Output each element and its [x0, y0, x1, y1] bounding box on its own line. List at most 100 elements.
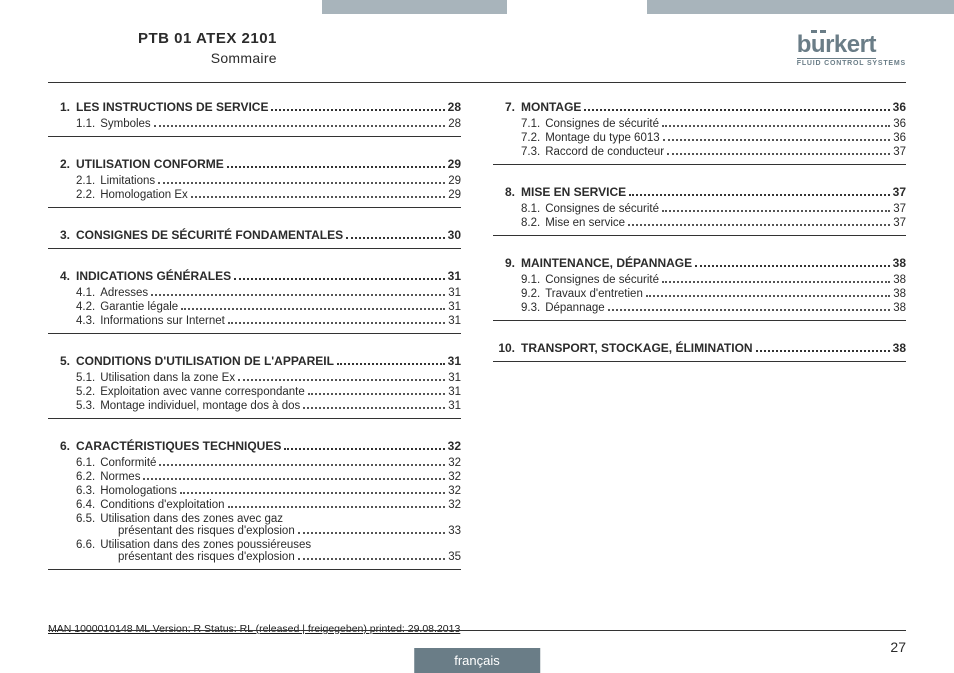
toc-leader-dots — [662, 125, 890, 127]
toc-leader-dots — [181, 308, 445, 310]
toc-subsection-page: 37 — [893, 146, 906, 158]
toc-section: 2.UTILISATION CONFORME292.1.Limitations2… — [48, 157, 461, 216]
toc-subsection: 6.2.Normes32 — [48, 471, 461, 483]
toc-subsection-page: 36 — [893, 118, 906, 130]
toc-subsection-number: 5.3. — [76, 400, 95, 412]
toc-subsection-continuation: présentant des risques d'explosion33 — [48, 525, 461, 537]
toc-subsection-page: 32 — [448, 499, 461, 511]
toc-subsection: 6.3.Homologations32 — [48, 485, 461, 497]
toc-leader-dots — [662, 210, 890, 212]
toc-content: 1.LES INSTRUCTIONS DE SERVICE281.1.Symbo… — [48, 100, 906, 613]
toc-subsection: 9.1.Consignes de sécurité38 — [493, 274, 906, 286]
toc-subsection-number: 7.1. — [521, 118, 540, 130]
toc-subsection-number: 8.2. — [521, 217, 540, 229]
toc-subsection-title: Consignes de sécurité — [545, 274, 659, 286]
toc-subsection-number: 7.2. — [521, 132, 540, 144]
toc-section-heading: 7.MONTAGE36 — [493, 100, 906, 114]
toc-subsection: 6.5.Utilisation dans des zones avec gaz — [48, 513, 461, 525]
toc-subsection-title: Exploitation avec vanne correspondante — [100, 386, 305, 398]
toc-subsection-number: 4.3. — [76, 315, 95, 327]
document-subtitle: Sommaire — [138, 50, 277, 66]
toc-section-title: TRANSPORT, STOCKAGE, ÉLIMINATION — [521, 341, 753, 355]
toc-leader-dots — [608, 309, 891, 311]
toc-section-divider — [493, 235, 906, 236]
toc-subsection-page: 38 — [893, 302, 906, 314]
toc-subsection-title: Mise en service — [545, 217, 625, 229]
toc-subsection-number: 6.6. — [76, 539, 95, 551]
toc-subsection-page: 31 — [448, 301, 461, 313]
toc-section: 8.MISE EN SERVICE378.1.Consignes de sécu… — [493, 185, 906, 244]
toc-subsection-page: 36 — [893, 132, 906, 144]
logo-text: burkert — [797, 33, 876, 59]
toc-subsection-number: 4.2. — [76, 301, 95, 313]
toc-leader-dots — [303, 407, 445, 409]
toc-leader-dots — [159, 464, 445, 466]
toc-subsection-continuation: présentant des risques d'explosion35 — [48, 551, 461, 563]
toc-subsection-number: 1.1. — [76, 118, 95, 130]
toc-leader-dots — [180, 492, 445, 494]
toc-leader-dots — [228, 322, 445, 324]
toc-subsection: 7.2. Montage du type 6013 36 — [493, 132, 906, 144]
toc-subsection: 9.3.Dépannage38 — [493, 302, 906, 314]
toc-subsection-title: Consignes de sécurité — [545, 118, 659, 130]
toc-section: 10.TRANSPORT, STOCKAGE, ÉLIMINATION38 — [493, 341, 906, 370]
toc-section-divider — [493, 320, 906, 321]
toc-subsection: 4.1.Adresses31 — [48, 287, 461, 299]
toc-section-heading: 10.TRANSPORT, STOCKAGE, ÉLIMINATION38 — [493, 341, 906, 355]
toc-subsection-page: 38 — [893, 274, 906, 286]
toc-leader-dots — [154, 125, 446, 127]
toc-column-right: 7.MONTAGE367.1.Consignes de sécurité367.… — [493, 100, 906, 613]
toc-subsection: 6.1.Conformité32 — [48, 457, 461, 469]
toc-section-page: 28 — [448, 100, 461, 114]
toc-subsection-title: Conformité — [100, 457, 156, 469]
top-decorative-bars — [0, 0, 954, 14]
toc-section-number: 5. — [48, 354, 70, 368]
header-divider — [48, 82, 906, 83]
toc-subsection-number: 5.2. — [76, 386, 95, 398]
toc-section-number: 9. — [493, 256, 515, 270]
toc-subsection-number: 2.2. — [76, 189, 95, 201]
toc-subsection-title: Adresses — [100, 287, 148, 299]
toc-section-divider — [48, 569, 461, 570]
toc-subsection: 8.1.Consignes de sécurité37 — [493, 203, 906, 215]
toc-section-number: 6. — [48, 439, 70, 453]
toc-subsection: 5.1.Utilisation dans la zone Ex31 — [48, 372, 461, 384]
toc-section-heading: 1.LES INSTRUCTIONS DE SERVICE28 — [48, 100, 461, 114]
toc-subsection-page: 32 — [448, 485, 461, 497]
toc-section-number: 3. — [48, 228, 70, 242]
toc-subsection-number: 9.3. — [521, 302, 540, 314]
toc-subsection-title: Montage du type 6013 — [545, 132, 659, 144]
toc-subsection: 8.2. Mise en service 37 — [493, 217, 906, 229]
toc-subsection-page: 28 — [448, 118, 461, 130]
toc-leader-dots — [158, 182, 445, 184]
toc-section-page: 32 — [448, 439, 461, 453]
toc-subsection: 6.4.Conditions d'exploitation32 — [48, 499, 461, 511]
toc-subsection-page: 31 — [448, 315, 461, 327]
toc-subsection-title: Raccord de conducteur — [545, 146, 664, 158]
toc-leader-dots — [695, 265, 890, 267]
toc-subsection-page: 37 — [893, 217, 906, 229]
toc-leader-dots — [228, 506, 446, 508]
toc-subsection-title: Normes — [100, 471, 140, 483]
toc-subsection-number: 9.2. — [521, 288, 540, 300]
toc-subsection-title: Limitations — [100, 175, 155, 187]
toc-leader-dots — [271, 109, 444, 111]
toc-subsection: 5.2. Exploitation avec vanne correspondan… — [48, 386, 461, 398]
toc-section-page: 36 — [893, 100, 906, 114]
toc-section-page: 31 — [448, 269, 461, 283]
toc-subsection-page: 29 — [448, 189, 461, 201]
toc-subsection: 5.3.Montage individuel, montage dos à do… — [48, 400, 461, 412]
toc-leader-dots — [584, 109, 889, 111]
toc-section-page: 37 — [893, 185, 906, 199]
toc-subsection-page: 37 — [893, 203, 906, 215]
toc-subsection: 4.3.Informations sur Internet31 — [48, 315, 461, 327]
toc-section-title: UTILISATION CONFORME — [76, 157, 224, 171]
toc-leader-dots — [346, 237, 445, 239]
toc-subsection-page: 38 — [893, 288, 906, 300]
toc-subsection-page: 31 — [448, 287, 461, 299]
toc-subsection-page: 32 — [448, 457, 461, 469]
toc-section: 4.INDICATIONS GÉNÉRALES314.1.Adresses314… — [48, 269, 461, 342]
toc-subsection-number: 6.3. — [76, 485, 95, 497]
toc-leader-dots — [234, 278, 445, 280]
toc-subsection: 6.6.Utilisation dans des zones poussiére… — [48, 539, 461, 551]
